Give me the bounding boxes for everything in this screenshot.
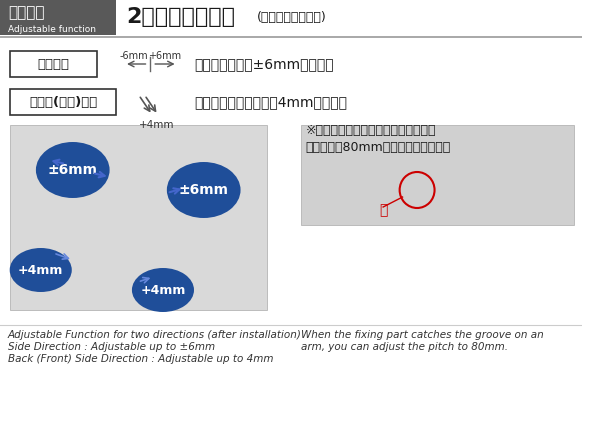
Text: arm, you can adjust the pitch to 80mm.: arm, you can adjust the pitch to 80mm. xyxy=(301,342,508,352)
FancyBboxPatch shape xyxy=(301,125,574,225)
Text: ±6mm: ±6mm xyxy=(48,163,98,177)
Text: 溝: 溝 xyxy=(379,203,388,217)
Text: -6mm: -6mm xyxy=(119,51,148,61)
Text: 調整機能: 調整機能 xyxy=(8,6,44,20)
FancyBboxPatch shape xyxy=(0,0,116,35)
Text: Adjustable function: Adjustable function xyxy=(8,25,96,34)
Text: +4mm: +4mm xyxy=(140,283,185,297)
Text: Back (Front) Side Direction : Adjustable up to 4mm: Back (Front) Side Direction : Adjustable… xyxy=(8,354,273,364)
Text: +6mm: +6mm xyxy=(148,51,181,61)
Ellipse shape xyxy=(167,162,241,218)
Text: 基準値より最大±6mm調整可能: 基準値より最大±6mm調整可能 xyxy=(194,57,334,71)
Text: ガラスを手前に最大＋4mm調整可能: ガラスを手前に最大＋4mm調整可能 xyxy=(194,95,347,109)
Text: When the fixing part catches the groove on an: When the fixing part catches the groove … xyxy=(301,330,544,340)
Text: +4mm: +4mm xyxy=(139,120,175,130)
Text: (ガラス吊り込み時): (ガラス吊り込み時) xyxy=(257,11,327,23)
Ellipse shape xyxy=(132,268,194,312)
Text: Adjustable Function for two directions (after installation): Adjustable Function for two directions (… xyxy=(8,330,302,340)
Text: +4mm: +4mm xyxy=(18,264,64,277)
FancyBboxPatch shape xyxy=(10,125,267,310)
FancyBboxPatch shape xyxy=(10,51,97,77)
Text: とピッチを80mmに合わせられます。: とピッチを80mmに合わせられます。 xyxy=(305,141,451,153)
Text: ※本体とフィックス部の溝を合わせる: ※本体とフィックス部の溝を合わせる xyxy=(305,124,436,136)
Text: ±6mm: ±6mm xyxy=(179,183,229,197)
Ellipse shape xyxy=(10,248,72,292)
Text: 2方向の調整機能: 2方向の調整機能 xyxy=(126,7,235,27)
Text: 左右方向: 左右方向 xyxy=(37,57,70,71)
FancyBboxPatch shape xyxy=(10,89,116,115)
Text: 奥行き(手前)方向: 奥行き(手前)方向 xyxy=(29,96,97,108)
Text: Side Direction : Adjustable up to ±6mm: Side Direction : Adjustable up to ±6mm xyxy=(8,342,215,352)
Ellipse shape xyxy=(36,142,110,198)
